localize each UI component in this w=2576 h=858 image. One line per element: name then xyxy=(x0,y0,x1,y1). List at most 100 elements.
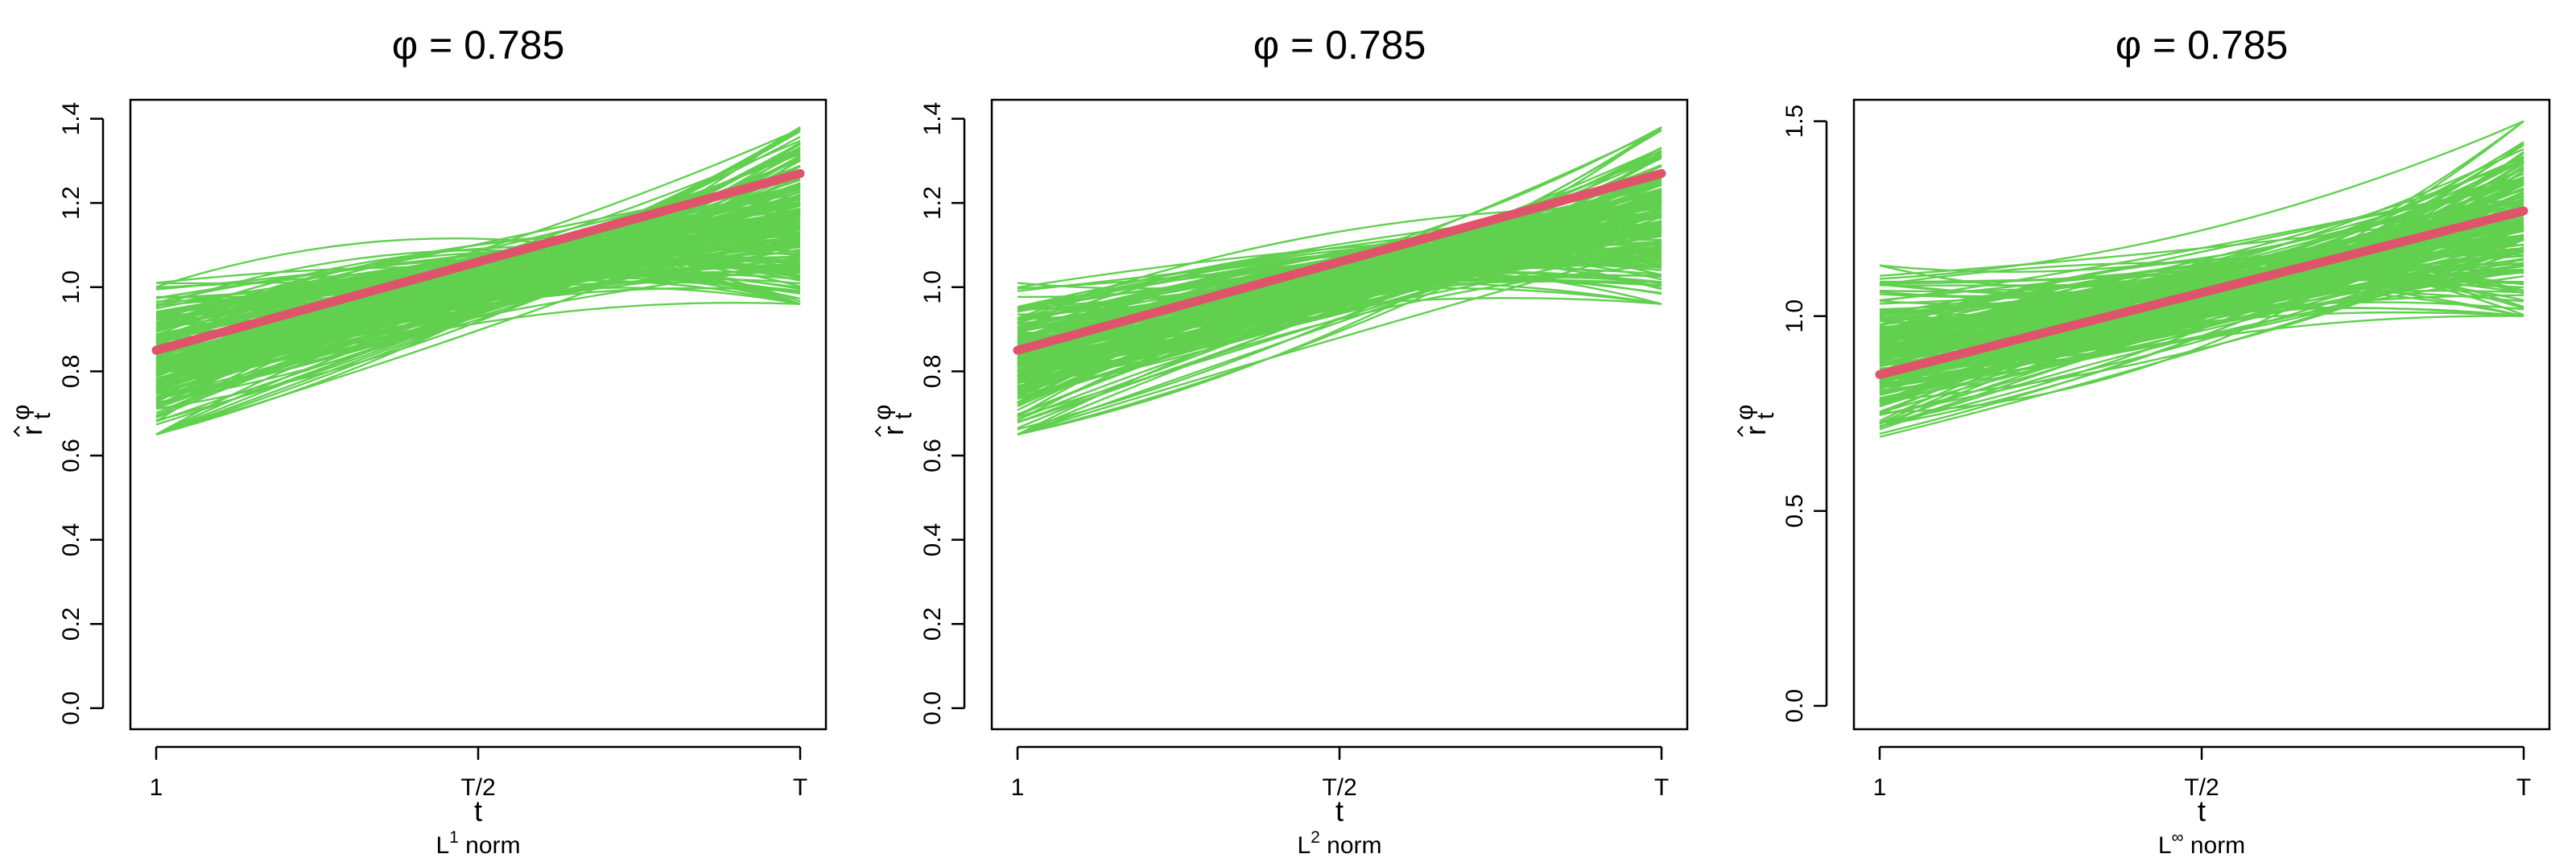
norm-suffix: norm xyxy=(2183,832,2245,858)
bootstrap-curve xyxy=(1017,220,1662,373)
bootstrap-curve xyxy=(1017,260,1662,380)
bootstrap-curve xyxy=(1017,195,1662,384)
y-label-base: r xyxy=(1739,426,1772,435)
y-axis-label: rtφ xyxy=(8,405,56,437)
y-tick-label: 0.8 xyxy=(58,355,85,389)
norm-superscript: 1 xyxy=(449,828,459,847)
bootstrap-curve xyxy=(1879,172,2524,273)
bootstrap-curve xyxy=(155,128,801,336)
bootstrap-curve xyxy=(1017,251,1662,329)
y-tick-label: 1.4 xyxy=(919,102,946,136)
y-axis-label: rtφ xyxy=(869,405,917,437)
y-tick-label: 1.2 xyxy=(919,186,946,220)
bootstrap-curve xyxy=(155,211,801,369)
x-tick-label: 1 xyxy=(150,774,163,801)
true-function-line xyxy=(1013,169,1666,355)
norm-superscript: ∞ xyxy=(2172,828,2184,847)
x-tick-label: 1 xyxy=(1873,774,1887,801)
bootstrap-curves xyxy=(155,126,801,436)
true-function-line xyxy=(151,169,805,355)
bootstrap-curve xyxy=(1879,246,2524,336)
bootstrap-curve xyxy=(1017,252,1662,406)
y-label-subscript: t xyxy=(890,412,917,419)
y-label-base: r xyxy=(877,426,910,435)
x-tick-label: 1 xyxy=(1011,774,1025,801)
norm-suffix: norm xyxy=(459,832,521,858)
bootstrap-curve xyxy=(1879,270,2524,383)
norm-label: L1 norm xyxy=(436,828,520,858)
y-tick-label: 0.4 xyxy=(919,523,946,557)
x-axis-label: t xyxy=(1335,794,1344,827)
x-tick-label: T/2 xyxy=(1322,774,1356,801)
norm-prefix: L xyxy=(436,832,449,858)
y-tick-label: 1.5 xyxy=(1781,105,1808,138)
plot-frame xyxy=(129,98,828,731)
norm-superscript: 2 xyxy=(1311,828,1320,847)
bootstrap-curves xyxy=(1017,126,1662,436)
bootstrap-curve xyxy=(1879,269,2524,400)
true-function-line xyxy=(1875,206,2529,379)
norm-label: L∞ norm xyxy=(2158,828,2245,858)
bootstrap-curve xyxy=(155,278,801,435)
bootstrap-curve xyxy=(1879,238,2524,402)
bootstrap-curve xyxy=(1017,126,1662,299)
bootstrap-curve xyxy=(155,237,801,380)
x-tick-label: T xyxy=(1654,774,1669,801)
bootstrap-curve xyxy=(1017,200,1662,435)
y-tick-label: 1.0 xyxy=(1781,299,1808,333)
y-tick-label: 1.0 xyxy=(58,270,85,304)
bootstrap-curve xyxy=(155,243,801,373)
norm-prefix: L xyxy=(2158,832,2172,858)
y-tick-label: 1.2 xyxy=(58,186,85,220)
x-tick-label: T xyxy=(793,774,807,801)
y-label-superscript: φ xyxy=(869,405,896,420)
chart-title: φ = 0.785 xyxy=(392,23,565,68)
y-axis-label: rtφ xyxy=(1732,405,1779,437)
y-tick-label: 0.6 xyxy=(919,439,946,472)
bootstrap-curve xyxy=(1879,247,2524,341)
bootstrap-curve xyxy=(1879,265,2524,349)
y-tick-label: 1.4 xyxy=(58,102,85,136)
y-tick-label: 0.6 xyxy=(58,439,85,472)
chart-title: φ = 0.785 xyxy=(1253,23,1426,68)
y-tick-label: 0.2 xyxy=(919,607,946,641)
x-tick-label: T xyxy=(2516,774,2531,801)
bootstrap-curves xyxy=(1879,120,2524,439)
y-tick-label: 0.2 xyxy=(58,607,85,641)
x-tick-label: T/2 xyxy=(460,774,495,801)
y-tick-label: 1.0 xyxy=(919,270,946,304)
hat-icon xyxy=(1736,426,1744,437)
bootstrap-curve xyxy=(1017,258,1662,328)
bootstrap-curve xyxy=(1879,243,2524,382)
bootstrap-curve xyxy=(155,243,801,319)
hat-icon xyxy=(13,426,20,437)
y-label-superscript: φ xyxy=(8,405,35,420)
bootstrap-curve xyxy=(1879,236,2524,328)
bootstrap-curve xyxy=(1017,245,1662,435)
y-tick-label: 0.0 xyxy=(919,691,946,725)
y-label-base: r xyxy=(15,426,48,435)
plot-frame xyxy=(1852,98,2551,731)
bootstrap-curve xyxy=(155,237,801,362)
x-axis-label: t xyxy=(474,794,482,827)
y-label-subscript: t xyxy=(1752,412,1779,419)
chart-title: φ = 0.785 xyxy=(2116,23,2289,68)
bootstrap-curve xyxy=(1879,235,2524,416)
norm-prefix: L xyxy=(1297,832,1311,858)
hat-icon xyxy=(874,426,881,437)
norm-suffix: norm xyxy=(1320,832,1382,858)
y-tick-label: 0.5 xyxy=(1781,494,1808,528)
bootstrap-curve xyxy=(1017,200,1662,367)
x-tick-label: T/2 xyxy=(2184,774,2219,801)
bootstrap-curve xyxy=(1017,220,1662,400)
bootstrap-curve xyxy=(1879,159,2524,313)
plot-frame xyxy=(990,98,1689,731)
y-tick-label: 0.8 xyxy=(919,355,946,389)
bootstrap-curve xyxy=(155,232,801,402)
y-tick-label: 0.4 xyxy=(58,523,85,557)
norm-label: L2 norm xyxy=(1297,828,1381,858)
